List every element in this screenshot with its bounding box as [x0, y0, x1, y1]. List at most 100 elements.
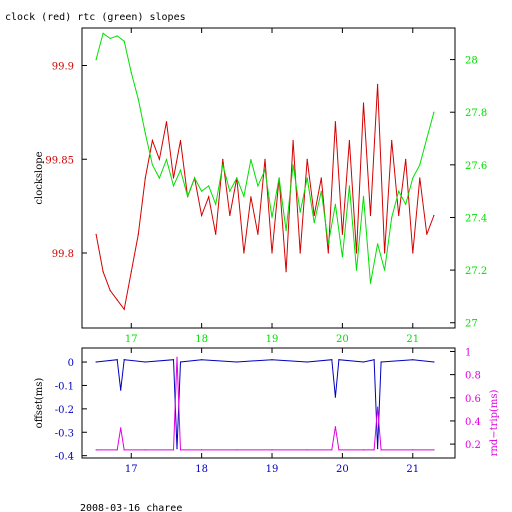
top-left-tick-label: 99.85 [45, 155, 74, 166]
top-series-point-1 [158, 177, 160, 179]
top-series-point-0 [102, 271, 104, 273]
top-series-point-1 [362, 195, 365, 197]
top-series-point-0 [369, 214, 372, 217]
top-series-point-0 [398, 214, 400, 217]
bottom-series-point-1 [176, 356, 178, 358]
bottom-series-point-0 [120, 389, 122, 391]
top-series-point-1 [348, 185, 350, 187]
top-x-tick-label: 20 [336, 334, 349, 345]
top-series-line-1 [95, 32, 435, 284]
bottom-series-point-1 [271, 449, 273, 451]
top-series-point-0 [116, 299, 118, 301]
top-series-point-0 [144, 177, 146, 179]
top-series-point-0 [299, 252, 301, 254]
chart-title: clock (red) rtc (green) slopes [5, 12, 186, 23]
top-series-point-1 [292, 164, 294, 166]
top-series-point-1 [194, 177, 196, 179]
bottom-series-point-1 [331, 449, 333, 451]
top-plot-frame [81, 27, 456, 329]
bottom-series-point-0 [236, 361, 238, 363]
bottom-series-point-1 [377, 406, 379, 408]
top-series-point-0 [419, 177, 421, 179]
bottom-series-point-1 [95, 449, 97, 451]
bottom-series-group [95, 356, 435, 451]
bottom-series-point-1 [362, 449, 365, 451]
bottom-left-tick-label: -0.3 [55, 428, 74, 439]
top-series-point-1 [130, 72, 132, 74]
top-series-point-0 [292, 139, 294, 142]
bottom-series-point-0 [201, 359, 203, 361]
bottom-right-tick-label: 0.8 [465, 371, 481, 382]
bottom-series-point-0 [380, 361, 382, 363]
bottom-series-point-0 [331, 359, 333, 361]
bottom-left-tick-label: -0.4 [55, 452, 74, 463]
top-series-point-0 [123, 308, 125, 310]
bottom-series-line-0 [96, 359, 434, 449]
top-series-point-1 [116, 35, 118, 37]
top-series-point-0 [362, 102, 365, 104]
top-series-point-0 [130, 271, 132, 273]
top-series-point-0 [433, 214, 435, 217]
top-series-point-1 [384, 269, 386, 271]
bottom-series-point-0 [144, 361, 146, 363]
top-series-point-0 [348, 139, 350, 142]
bottom-series-point-0 [412, 359, 414, 361]
top-right-tick-label: 28 [465, 56, 478, 67]
top-right-tick-label: 27.2 [465, 266, 487, 277]
bottom-right-tick-label: 0.6 [465, 394, 481, 405]
top-series-point-0 [412, 252, 414, 254]
top-right-tick-label: 27.8 [465, 108, 487, 119]
top-series-point-1 [369, 282, 372, 284]
bottom-x-tick-label: 17 [125, 464, 138, 475]
top-series-point-0 [243, 252, 245, 254]
top-series-point-1 [151, 164, 153, 166]
top-series-point-1 [320, 190, 322, 192]
bottom-series-point-0 [362, 361, 365, 363]
top-series-point-1 [334, 203, 336, 205]
top-left-tick-label: 99.9 [52, 62, 74, 73]
top-series-point-1 [341, 256, 343, 258]
top-left-axis-label: clockslope [34, 151, 45, 204]
bottom-series-point-1 [201, 449, 203, 451]
top-panel [81, 27, 456, 329]
top-series-point-1 [123, 40, 125, 42]
bottom-series-point-0 [116, 359, 118, 361]
top-series-point-0 [271, 252, 273, 254]
bottom-right-axis-label: rnd−trip(ms) [489, 389, 500, 456]
top-series-point-0 [201, 214, 203, 217]
top-series-point-1 [412, 177, 414, 179]
bottom-series-point-0 [179, 361, 182, 363]
bottom-series-point-0 [433, 361, 435, 363]
bottom-series-point-0 [338, 359, 340, 361]
bottom-series-point-0 [123, 359, 125, 361]
top-series-point-0 [229, 214, 231, 217]
top-series-point-0 [109, 289, 111, 292]
bottom-right-tick-label: 0.2 [465, 440, 481, 451]
bottom-x-tick-label: 18 [195, 464, 208, 475]
top-series-point-1 [285, 230, 287, 232]
top-series-point-0 [391, 139, 393, 142]
top-series-point-0 [179, 139, 182, 142]
bottom-series-point-0 [271, 359, 273, 361]
bottom-series-point-1 [306, 449, 308, 451]
bottom-plot-frame [81, 347, 456, 459]
top-series-point-0 [341, 233, 343, 235]
top-series-point-1 [95, 59, 97, 61]
top-series-point-1 [433, 111, 435, 113]
top-series-point-1 [208, 185, 210, 187]
top-series-point-0 [306, 158, 308, 160]
bottom-left-tick-label: -0.2 [55, 405, 74, 416]
top-axes-group: 17 18 19 20 21 99.8 99.85 99.9 27 27.2 27.4 27.6 27.… [34, 28, 487, 345]
bottom-series-point-1 [123, 449, 125, 451]
top-series-point-0 [165, 121, 168, 123]
top-series-point-0 [264, 158, 266, 160]
bottom-series-point-1 [412, 449, 414, 451]
bottom-series-point-1 [338, 449, 340, 451]
top-series-point-1 [391, 216, 393, 219]
top-series-point-0 [257, 233, 259, 235]
top-series-point-1 [236, 177, 238, 179]
top-series-point-0 [384, 252, 386, 254]
bottom-series-point-1 [380, 449, 382, 451]
bottom-x-tick-label: 19 [266, 464, 279, 475]
